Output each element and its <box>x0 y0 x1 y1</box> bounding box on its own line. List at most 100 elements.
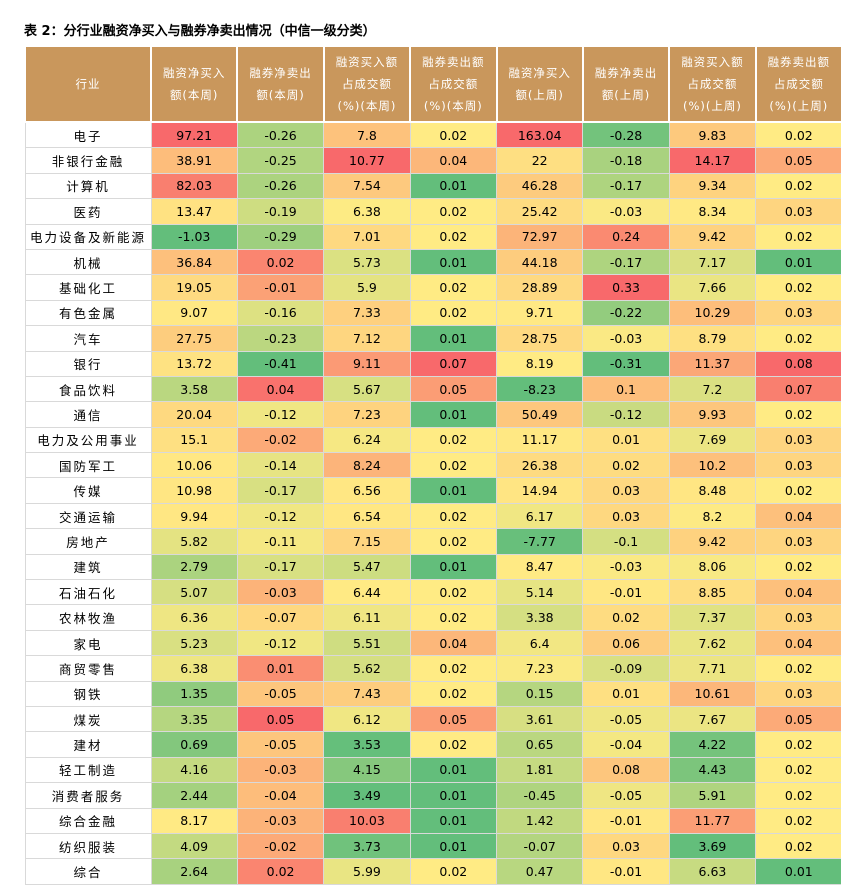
header-line: 融券净卖出 <box>249 66 312 80</box>
value-cell: 5.82 <box>150 528 238 555</box>
value-cell: 5.62 <box>323 655 411 682</box>
industry-cell: 建材 <box>24 731 152 758</box>
industry-cell: 电子 <box>24 121 152 149</box>
header-line: (%)(本周) <box>337 99 397 113</box>
value-cell: 8.79 <box>668 325 757 352</box>
value-cell: -0.04 <box>582 731 670 758</box>
value-cell: 8.17 <box>150 807 238 834</box>
value-cell: 1.42 <box>495 807 584 834</box>
industry-cell: 房地产 <box>24 528 152 555</box>
value-cell: -0.26 <box>236 172 325 200</box>
value-cell: 3.73 <box>323 832 411 860</box>
industry-cell: 基础化工 <box>24 274 152 301</box>
value-cell: 0.05 <box>409 705 498 733</box>
value-cell: 7.54 <box>323 172 411 200</box>
value-cell: -0.03 <box>236 756 325 784</box>
value-cell: 0.02 <box>755 553 841 581</box>
value-cell: 10.2 <box>668 452 757 479</box>
header-line: 额(上周) <box>601 88 651 102</box>
value-cell: 9.94 <box>150 502 238 530</box>
value-cell: 0.08 <box>582 756 670 784</box>
industry-cell: 银行 <box>24 350 152 377</box>
table-row: 家电 5.23 -0.12 5.51 0.04 6.4 0.06 7.62 0.04 <box>24 629 841 657</box>
header-line: 融券卖出额 <box>422 55 485 69</box>
value-cell: 44.18 <box>495 248 584 276</box>
value-cell: 6.44 <box>323 579 411 606</box>
value-cell: -0.03 <box>582 198 670 225</box>
header-line: (%)(上周) <box>769 99 829 113</box>
value-cell: 6.38 <box>150 655 238 682</box>
value-cell: -0.22 <box>582 299 670 327</box>
value-cell: 9.34 <box>668 172 757 200</box>
value-cell: -0.04 <box>236 782 325 809</box>
value-cell: 0.03 <box>582 832 670 860</box>
value-cell: -0.01 <box>236 274 325 301</box>
value-cell: 0.05 <box>755 705 841 733</box>
value-cell: 0.08 <box>755 350 841 377</box>
value-cell: 0.01 <box>236 655 325 682</box>
value-cell: 0.01 <box>409 807 498 834</box>
industry-cell: 钢铁 <box>24 680 152 707</box>
value-cell: 5.73 <box>323 248 411 276</box>
value-cell: 6.24 <box>323 426 411 454</box>
value-cell: 82.03 <box>150 172 238 200</box>
value-cell: 5.51 <box>323 629 411 657</box>
value-cell: 3.53 <box>323 731 411 758</box>
value-cell: -0.05 <box>582 705 670 733</box>
value-cell: 26.38 <box>495 452 584 479</box>
value-cell: 1.35 <box>150 680 238 707</box>
value-cell: 22 <box>495 147 584 174</box>
value-cell: 3.69 <box>668 832 757 860</box>
value-cell: 0.02 <box>409 452 498 479</box>
column-header: 融资买入额 占成交额 (%)(上周) <box>668 45 757 123</box>
industry-cell: 有色金属 <box>24 299 152 327</box>
value-cell: 0.01 <box>409 248 498 276</box>
value-cell: -0.09 <box>582 655 670 682</box>
industry-cell: 石油石化 <box>24 579 152 606</box>
table-row: 计算机 82.03 -0.26 7.54 0.01 46.28 -0.17 9.34 0.02 <box>24 172 841 200</box>
value-cell: 0.01 <box>409 477 498 504</box>
value-cell: 6.17 <box>495 502 584 530</box>
header-line: 占成交额 <box>773 77 824 91</box>
value-cell: 0.02 <box>755 807 841 834</box>
value-cell: 0.02 <box>755 325 841 352</box>
value-cell: 0.02 <box>755 756 841 784</box>
value-cell: 0.01 <box>582 680 670 707</box>
value-cell: 5.23 <box>150 629 238 657</box>
value-cell: 6.63 <box>668 858 757 885</box>
value-cell: 0.02 <box>409 680 498 707</box>
value-cell: 0.04 <box>755 502 841 530</box>
value-cell: 25.42 <box>495 198 584 225</box>
value-cell: 11.77 <box>668 807 757 834</box>
value-cell: 0.01 <box>409 172 498 200</box>
value-cell: 36.84 <box>150 248 238 276</box>
table-row: 非银行金融 38.91 -0.25 10.77 0.04 22 -0.18 14.17 0.05 <box>24 147 841 174</box>
value-cell: 28.75 <box>495 325 584 352</box>
value-cell: 0.07 <box>409 350 498 377</box>
table-row: 农林牧渔 6.36 -0.07 6.11 0.02 3.38 0.02 7.37 0.03 <box>24 604 841 631</box>
table-row: 交通运输 9.94 -0.12 6.54 0.02 6.17 0.03 8.2 0.04 <box>24 502 841 530</box>
value-cell: 15.1 <box>150 426 238 454</box>
value-cell: 7.8 <box>323 121 411 149</box>
value-cell: 5.99 <box>323 858 411 885</box>
value-cell: -0.05 <box>236 731 325 758</box>
value-cell: 163.04 <box>495 121 584 149</box>
value-cell: -0.18 <box>582 147 670 174</box>
value-cell: 0.02 <box>409 731 498 758</box>
value-cell: 9.07 <box>150 299 238 327</box>
value-cell: 13.47 <box>150 198 238 225</box>
table-row: 钢铁 1.35 -0.05 7.43 0.02 0.15 0.01 10.61 0.03 <box>24 680 841 707</box>
value-cell: 8.24 <box>323 452 411 479</box>
value-cell: -0.1 <box>582 528 670 555</box>
table-row: 建筑 2.79 -0.17 5.47 0.01 8.47 -0.03 8.06 0.02 <box>24 553 841 581</box>
value-cell: 0.04 <box>755 579 841 606</box>
value-cell: 0.01 <box>755 248 841 276</box>
value-cell: 0.01 <box>755 858 841 885</box>
value-cell: -0.03 <box>236 579 325 606</box>
value-cell: -0.12 <box>236 401 325 428</box>
value-cell: 6.38 <box>323 198 411 225</box>
value-cell: 0.47 <box>495 858 584 885</box>
value-cell: 7.15 <box>323 528 411 555</box>
value-cell: 4.16 <box>150 756 238 784</box>
value-cell: 8.34 <box>668 198 757 225</box>
